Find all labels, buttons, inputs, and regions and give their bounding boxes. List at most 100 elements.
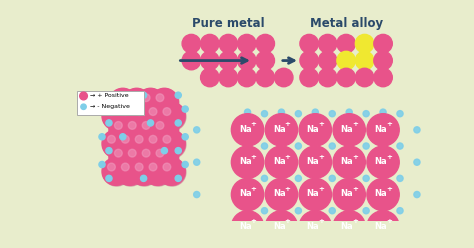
Circle shape <box>261 111 267 117</box>
Circle shape <box>103 103 130 131</box>
Circle shape <box>124 117 151 145</box>
Circle shape <box>142 149 150 157</box>
Text: +: + <box>386 218 392 224</box>
Circle shape <box>175 148 182 154</box>
Circle shape <box>157 157 185 185</box>
Circle shape <box>295 208 301 214</box>
Circle shape <box>106 148 112 154</box>
Text: +: + <box>386 154 392 160</box>
Text: Na: Na <box>340 189 353 198</box>
Circle shape <box>163 163 171 171</box>
Circle shape <box>329 175 335 182</box>
Circle shape <box>156 94 164 102</box>
Circle shape <box>237 68 256 87</box>
Circle shape <box>337 34 356 53</box>
Circle shape <box>123 116 151 144</box>
Text: Na: Na <box>273 124 285 134</box>
Circle shape <box>346 109 352 115</box>
Circle shape <box>109 145 137 172</box>
Circle shape <box>103 131 130 158</box>
Circle shape <box>219 51 237 70</box>
Circle shape <box>106 92 112 98</box>
Circle shape <box>137 144 164 171</box>
Circle shape <box>137 89 165 117</box>
Circle shape <box>115 122 122 129</box>
Circle shape <box>256 68 274 87</box>
Circle shape <box>182 134 188 140</box>
Circle shape <box>231 146 264 178</box>
Circle shape <box>367 114 399 146</box>
Circle shape <box>140 92 146 98</box>
Circle shape <box>201 51 219 70</box>
Circle shape <box>175 120 182 126</box>
Text: Na: Na <box>239 157 252 166</box>
Circle shape <box>137 117 165 145</box>
Circle shape <box>99 106 105 112</box>
Circle shape <box>265 146 298 178</box>
Text: +: + <box>319 154 324 160</box>
Circle shape <box>102 130 130 157</box>
Circle shape <box>158 131 186 158</box>
Circle shape <box>397 208 403 214</box>
Circle shape <box>319 68 337 87</box>
Circle shape <box>158 158 186 186</box>
Circle shape <box>201 34 219 53</box>
Text: +: + <box>285 154 291 160</box>
Circle shape <box>182 51 201 70</box>
Text: +: + <box>285 122 291 127</box>
FancyBboxPatch shape <box>77 91 144 115</box>
Circle shape <box>137 88 164 116</box>
Circle shape <box>151 116 178 144</box>
Circle shape <box>333 178 365 211</box>
Circle shape <box>194 127 200 133</box>
Circle shape <box>128 122 136 129</box>
Circle shape <box>142 122 150 129</box>
Text: Na: Na <box>307 157 319 166</box>
Circle shape <box>134 99 140 105</box>
Text: Na: Na <box>307 222 319 231</box>
Circle shape <box>299 114 331 146</box>
Circle shape <box>319 51 337 70</box>
Text: Na: Na <box>340 157 353 166</box>
Circle shape <box>128 149 136 157</box>
Circle shape <box>312 109 319 115</box>
Circle shape <box>151 117 179 145</box>
Circle shape <box>102 102 130 130</box>
Circle shape <box>333 114 365 146</box>
Text: +: + <box>352 154 358 160</box>
Circle shape <box>261 175 267 182</box>
Circle shape <box>130 102 157 130</box>
Circle shape <box>161 148 167 154</box>
Text: → - Negative: → - Negative <box>90 104 129 109</box>
Circle shape <box>182 161 188 168</box>
Circle shape <box>299 146 331 178</box>
Circle shape <box>156 122 164 129</box>
Circle shape <box>145 158 172 186</box>
Text: +: + <box>352 218 358 224</box>
Circle shape <box>163 108 171 116</box>
Circle shape <box>124 89 151 117</box>
Circle shape <box>144 157 171 185</box>
Circle shape <box>356 51 374 70</box>
Circle shape <box>329 208 335 214</box>
Circle shape <box>128 94 136 102</box>
Text: +: + <box>386 186 392 192</box>
Circle shape <box>81 104 86 109</box>
Circle shape <box>182 106 188 112</box>
Circle shape <box>109 89 137 117</box>
Circle shape <box>380 109 386 115</box>
Circle shape <box>329 143 335 149</box>
Text: Na: Na <box>307 124 319 134</box>
Circle shape <box>151 89 179 117</box>
Circle shape <box>130 131 158 158</box>
Circle shape <box>116 130 144 157</box>
Circle shape <box>194 159 200 165</box>
Circle shape <box>151 145 179 172</box>
Text: Na: Na <box>273 157 285 166</box>
Circle shape <box>333 211 365 243</box>
Circle shape <box>414 127 420 133</box>
Circle shape <box>163 135 171 143</box>
Circle shape <box>319 34 337 53</box>
Text: → + Positive: → + Positive <box>90 93 128 98</box>
Text: +: + <box>319 122 324 127</box>
